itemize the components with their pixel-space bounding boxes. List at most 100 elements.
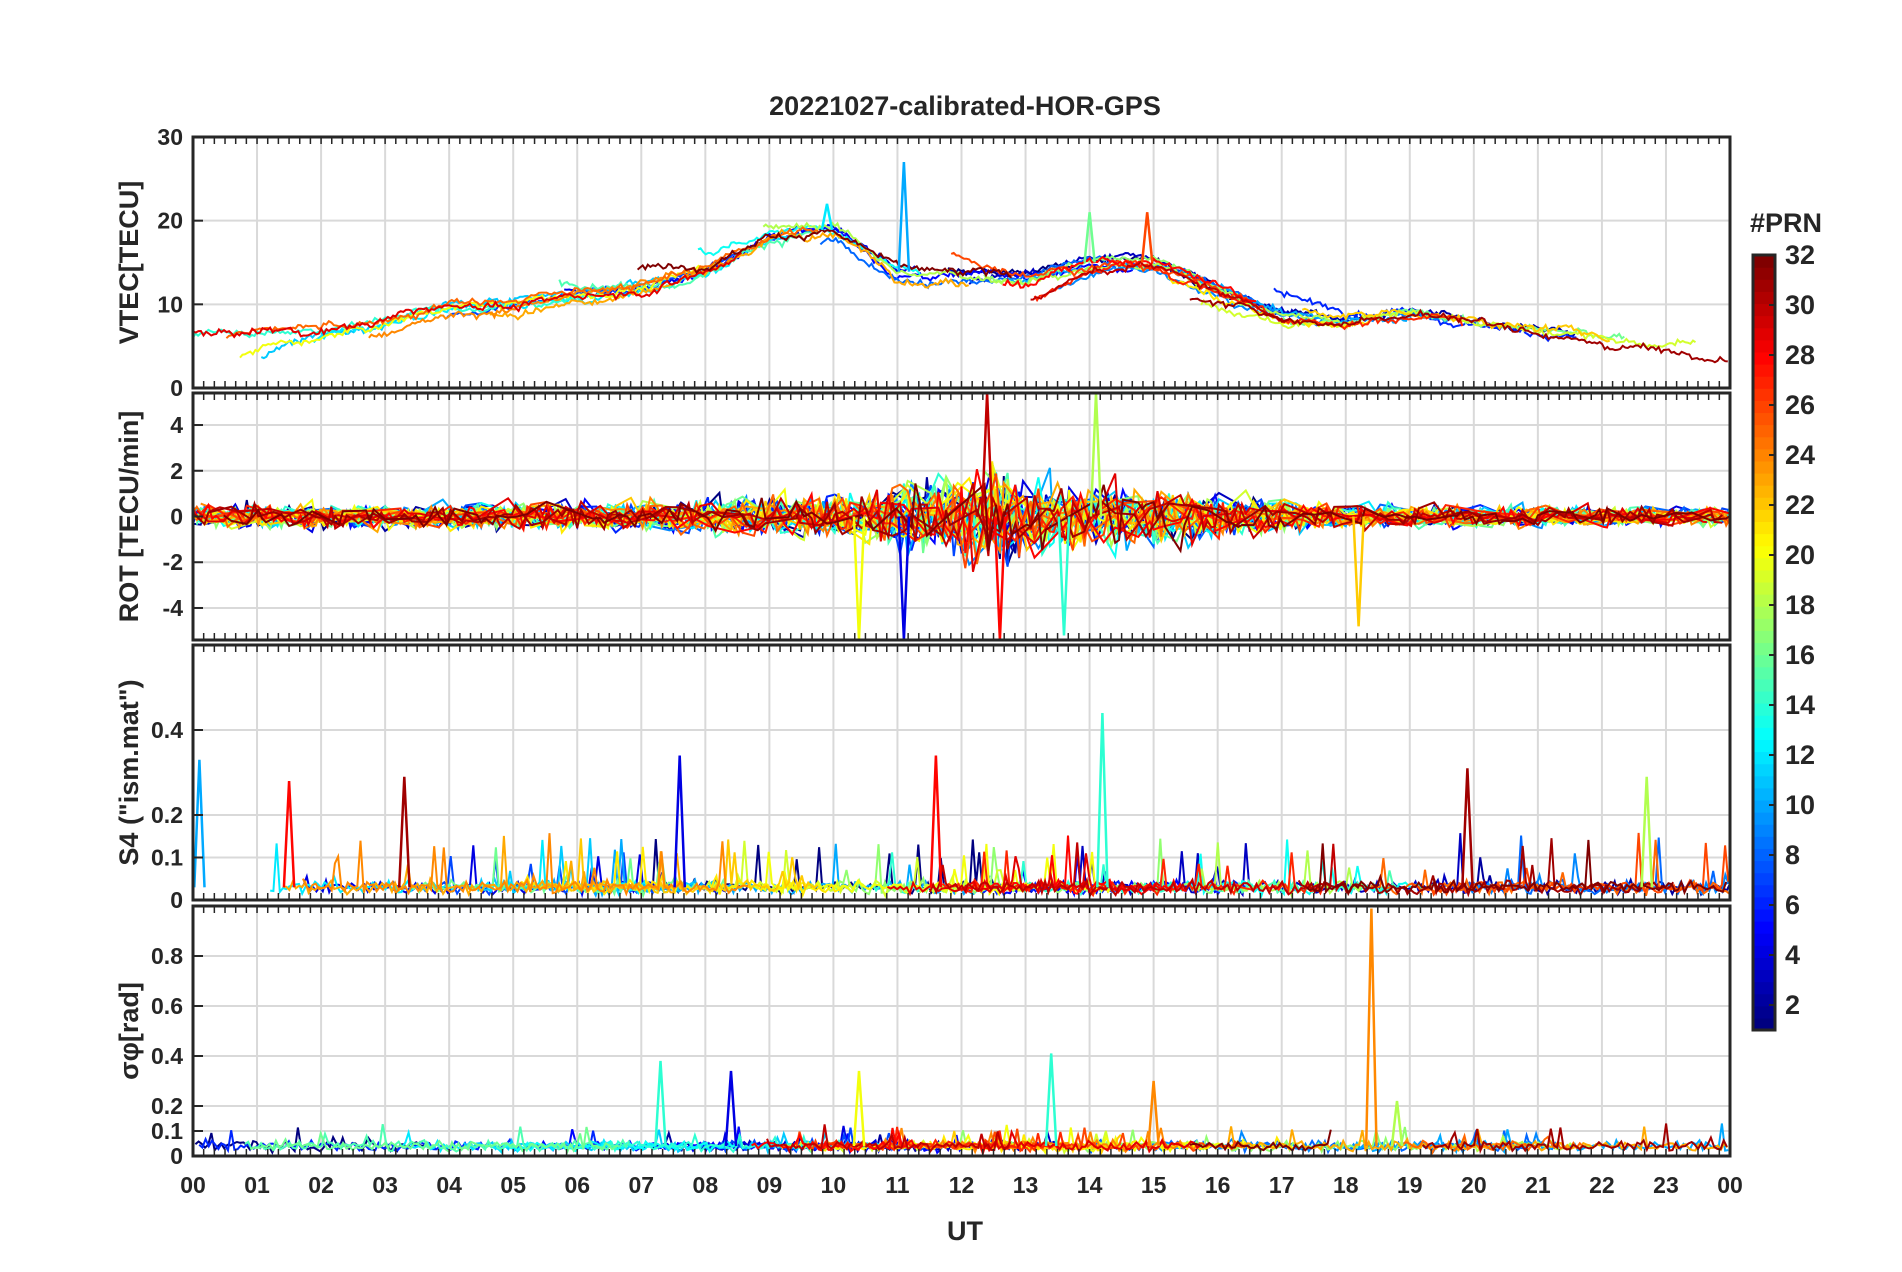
panel-vtec: 0 10 20 30 VTEC[TECU] <box>114 124 1732 401</box>
colorbar-segment <box>1753 255 1775 268</box>
x-tick-label: 17 <box>1269 1172 1295 1198</box>
x-tick-label: 06 <box>564 1172 590 1198</box>
colorbar-segment <box>1753 388 1775 401</box>
colorbar-segment <box>1753 291 1775 305</box>
colorbar-tick-label: 6 <box>1785 890 1800 920</box>
colorbar-segment <box>1753 497 1775 510</box>
colorbar-segment <box>1753 472 1775 486</box>
colorbar-tick-label: 12 <box>1785 740 1815 770</box>
colorbar-segment <box>1753 848 1775 862</box>
data-peak <box>1390 1100 1404 1147</box>
grid <box>192 136 1731 389</box>
series-line <box>1421 1123 1728 1155</box>
colorbar-segment <box>1753 594 1775 607</box>
x-tick-label: 20 <box>1461 1172 1487 1198</box>
series-line <box>301 833 749 897</box>
y-tick-label: 30 <box>157 124 183 150</box>
data-peak <box>1640 776 1654 888</box>
data-peak <box>980 393 994 517</box>
x-tick-label: 14 <box>1077 1172 1103 1198</box>
colorbar-segment <box>1753 860 1775 874</box>
y-tick-label: 0.1 <box>151 1118 183 1144</box>
colorbar-segment <box>1753 824 1775 837</box>
colorbar-segment <box>1753 993 1775 1007</box>
figure-title: 20221027-calibrated-HOR-GPS <box>769 91 1161 121</box>
colorbar-segment <box>1753 872 1775 886</box>
colorbar-segment <box>1753 654 1775 668</box>
data-peak <box>1057 516 1071 636</box>
y-tick-label: 0.4 <box>151 717 183 743</box>
data-peak <box>1096 712 1109 888</box>
x-tick-label: 00 <box>1717 1172 1743 1198</box>
y-tick-labels: 0 0.1 0.2 0.4 <box>151 717 203 913</box>
colorbar-segment <box>1753 896 1775 910</box>
series-line <box>196 473 1707 573</box>
colorbar-segment <box>1753 351 1775 365</box>
colorbar-segment <box>1753 545 1775 559</box>
x-tick-label: 12 <box>949 1172 975 1198</box>
colorbar-segment <box>1753 303 1775 317</box>
colorbar-segment <box>1753 485 1775 498</box>
x-tick-label: 22 <box>1589 1172 1615 1198</box>
colorbar-segment <box>1753 400 1775 414</box>
colorbar-segment <box>1753 363 1775 377</box>
y-tick-label: 0.8 <box>151 943 183 969</box>
colorbar-tick-label: 4 <box>1785 940 1800 970</box>
x-tick-label: 16 <box>1205 1172 1231 1198</box>
colorbar-segment <box>1753 751 1775 765</box>
colorbar-segment <box>1753 424 1775 438</box>
colorbar-segment <box>1753 1005 1775 1019</box>
colorbar-segment <box>1753 509 1775 523</box>
x-tick-label: 23 <box>1653 1172 1679 1198</box>
colorbar-segment <box>1753 339 1775 353</box>
x-tick-label: 01 <box>244 1172 270 1198</box>
colorbar-frame <box>1751 253 1777 1032</box>
colorbar-tick-label: 16 <box>1785 640 1815 670</box>
colorbar-segment <box>1753 327 1775 341</box>
data-peak <box>897 162 911 272</box>
series-group <box>193 162 1728 364</box>
y-tick-labels: 00.10.2 0.4 0.6 0.8 <box>151 943 203 1169</box>
data-peak <box>820 203 834 231</box>
colorbar-segment <box>1753 279 1775 292</box>
series-line <box>983 254 1259 308</box>
colorbar-segment <box>1753 618 1775 631</box>
y-tick-label: 0.1 <box>151 845 183 871</box>
x-tick-label: 02 <box>308 1172 334 1198</box>
colorbar-tick-label: 20 <box>1785 540 1815 570</box>
x-tick-label: 04 <box>436 1172 462 1198</box>
y-tick-label: 0.6 <box>151 993 183 1019</box>
colorbar-segment <box>1753 763 1775 777</box>
y-tick-label: -4 <box>163 595 184 621</box>
y-tick-label: 10 <box>157 291 183 317</box>
series-group <box>194 908 1729 1156</box>
y-tick-label: 0.4 <box>151 1043 183 1069</box>
x-tick-label: 19 <box>1397 1172 1423 1198</box>
series-line <box>1305 839 1728 897</box>
colorbar-segment <box>1753 606 1775 619</box>
colorbar-segment <box>1753 739 1775 753</box>
data-peak <box>1083 212 1096 263</box>
y-tick-label: 0 <box>170 887 183 913</box>
grid <box>192 906 1731 1157</box>
x-tick-label: 00 <box>180 1172 206 1198</box>
data-peak <box>282 780 296 888</box>
y-tick-labels: 0 10 20 30 <box>157 124 203 401</box>
y-axis-label: VTEC[TECU] <box>114 181 144 345</box>
series-line <box>1030 260 1290 324</box>
minor-ticks <box>192 137 1721 388</box>
colorbar-segment <box>1753 715 1775 728</box>
colorbar-segment <box>1753 569 1775 583</box>
colorbar-segment <box>1753 836 1775 849</box>
y-tick-labels: -4 -2 0 2 4 <box>163 412 203 621</box>
colorbar-segment <box>1753 448 1775 462</box>
colorbar-segment <box>1753 812 1775 825</box>
colorbar-segment <box>1753 727 1775 740</box>
series-line <box>223 482 1730 554</box>
colorbar-tick-label: 32 <box>1785 240 1815 270</box>
data-peak <box>1147 1080 1160 1147</box>
colorbar-tick-label: 10 <box>1785 790 1815 820</box>
series-line <box>928 842 1351 899</box>
colorbar-segment <box>1753 436 1775 450</box>
